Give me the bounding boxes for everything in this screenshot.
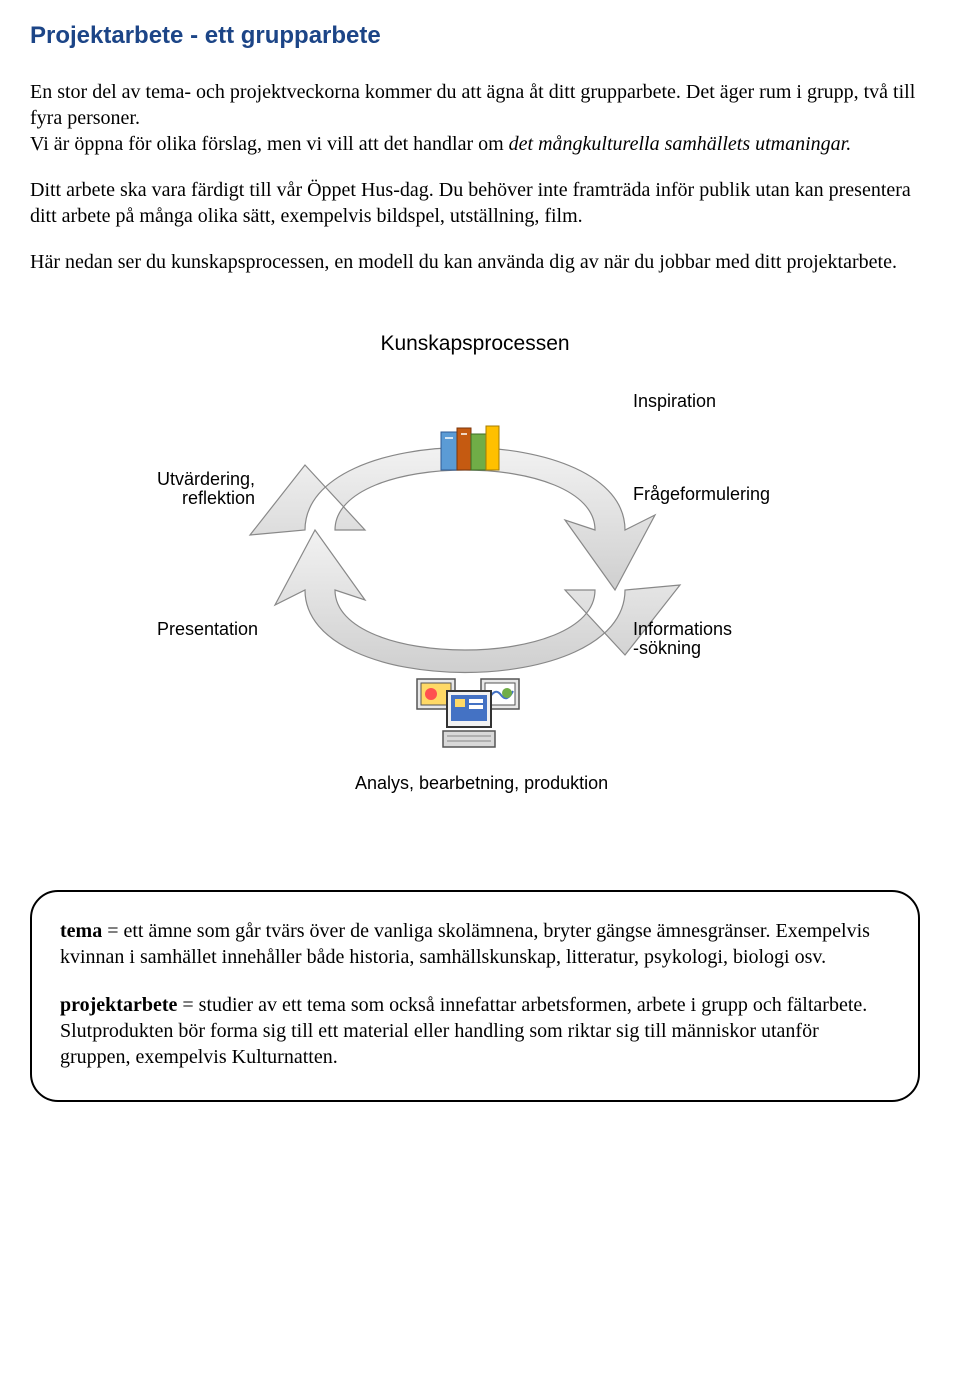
label-frageformulering: Frågeformulering xyxy=(633,485,770,504)
paragraph-1b-italic: det mångkulturella samhällets utmaningar… xyxy=(509,133,852,155)
tema-text: = ett ämne som går tvärs över de vanliga… xyxy=(60,920,870,968)
definition-projektarbete: projektarbete = studier av ett tema som … xyxy=(60,992,888,1070)
definition-box: tema = ett ämne som går tvärs över de va… xyxy=(30,890,920,1102)
books-icon xyxy=(435,420,505,482)
diagram-container: Kunskapsprocessen xyxy=(30,330,920,810)
projekt-text: = studier av ett tema som också innefatt… xyxy=(60,994,867,1068)
paragraph-1b-pre: Vi är öppna för olika förslag, men vi vi… xyxy=(30,133,509,155)
page-title: Projektarbete - ett grupparbete xyxy=(30,20,920,51)
paragraph-3: Här nedan ser du kunskapsprocessen, en m… xyxy=(30,249,920,275)
label-inspiration: Inspiration xyxy=(633,392,716,411)
kunskapsprocessen-diagram: Kunskapsprocessen xyxy=(165,330,785,810)
diagram-title: Kunskapsprocessen xyxy=(380,330,569,357)
paragraph-1: En stor del av tema- och projektveckorna… xyxy=(30,79,920,157)
label-presentation: Presentation xyxy=(157,620,258,639)
computer-icon xyxy=(413,675,523,762)
label-informationssokning: Informations -sökning xyxy=(633,620,732,658)
label-analys: Analys, bearbetning, produktion xyxy=(355,772,608,795)
definition-tema: tema = ett ämne som går tvärs över de va… xyxy=(60,918,888,970)
paragraph-1a: En stor del av tema- och projektveckorna… xyxy=(30,81,915,129)
label-utvardering: Utvärdering, reflektion xyxy=(157,470,255,508)
paragraph-2: Ditt arbete ska vara färdigt till vår Öp… xyxy=(30,177,920,229)
projekt-label: projektarbete xyxy=(60,994,177,1016)
tema-label: tema xyxy=(60,920,102,942)
